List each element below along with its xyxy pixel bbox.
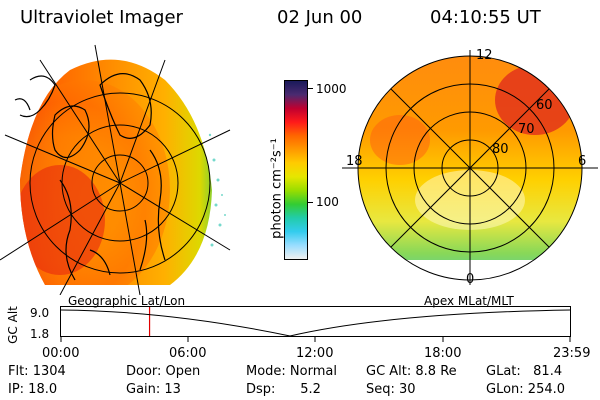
ip-value: IP: 18.0 [8, 382, 58, 397]
colorbar-tick-100 [308, 202, 313, 203]
gain-value: Gain: 13 [126, 382, 181, 397]
colorbar [284, 80, 308, 260]
timeline-y-tick-9: 9.0 [30, 306, 50, 320]
date-label: 02 Jun 00 [277, 7, 363, 28]
geographic-caption: Geographic Lat/Lon [68, 294, 186, 308]
flight-number: Flt: 1304 [8, 364, 66, 379]
seq-value: Seq: 30 [366, 382, 416, 397]
glon-value: GLon: 254.0 [486, 382, 566, 397]
time-label: 04:10:55 UT [430, 7, 541, 28]
colorbar-tick-label-1000: 1000 [316, 82, 347, 96]
apex-caption: Apex MLat/MLT [424, 294, 514, 308]
apex-polar-plot: 12 18 6 0 60 70 80 [342, 48, 598, 287]
mlt-label-0: 0 [466, 272, 474, 287]
timeline-y-label: GC Alt [6, 306, 20, 344]
timeline-x-tick-1200: 12:00 [296, 346, 334, 361]
timeline-y-tick-1.8: 1.8 [30, 327, 50, 341]
colorbar-tick-label-100: 100 [316, 195, 339, 209]
timeline-x-tick-1800: 18:00 [424, 346, 462, 361]
mode-value: Mode: Normal [246, 364, 337, 379]
timeline-x-tick-2359: 23:59 [553, 346, 591, 361]
geographic-image [0, 44, 231, 295]
mlt-label-12: 12 [476, 48, 493, 63]
mlt-label-18: 18 [346, 154, 363, 169]
mlat-label-60: 60 [536, 98, 553, 113]
glat-value: GLat: 81.4 [486, 364, 563, 379]
mlat-label-80: 80 [492, 142, 509, 157]
colorbar-gradient [284, 80, 308, 260]
colorbar-tick-1000 [308, 88, 313, 89]
door-status: Door: Open [126, 364, 201, 379]
gc-alt-value: GC Alt: 8.8 Re [366, 364, 457, 379]
dsp-value: Dsp: 5.2 [246, 382, 321, 397]
timeline-x-tick-0600: 06:00 [169, 346, 207, 361]
timeline-x-tick-0000: 00:00 [42, 346, 80, 361]
timeline-plot [60, 306, 571, 342]
colorbar-unit-label: photon cm⁻²s⁻¹ [269, 138, 285, 239]
instrument-title: Ultraviolet Imager [20, 7, 183, 28]
mlat-label-70: 70 [518, 122, 535, 137]
mlt-label-6: 6 [578, 154, 586, 169]
